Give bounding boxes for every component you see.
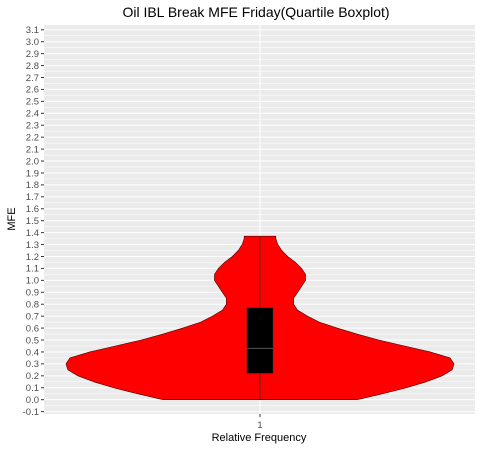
y-tick-label: 1.0	[26, 276, 39, 287]
y-tick-label: 1.7	[26, 192, 39, 203]
y-tick-label: 1.5	[26, 216, 39, 227]
y-tick-label: 0.9	[26, 288, 39, 299]
y-tick-label: 1.1	[26, 264, 39, 275]
box-iqr	[246, 307, 274, 374]
y-tick-label: 2.2	[26, 132, 39, 143]
y-tick-label: 2.1	[26, 144, 39, 155]
y-tick-label: 2.6	[26, 85, 39, 96]
y-tick-label: 1.4	[26, 228, 39, 239]
y-tick-label: 1.8	[26, 180, 39, 191]
y-tick-label: 3.1	[26, 25, 39, 36]
y-tick-label: 0.3	[26, 359, 39, 370]
y-tick-label: 2.5	[26, 97, 39, 108]
y-tick-label: 2.7	[26, 73, 39, 84]
y-tick-label: 2.0	[26, 156, 39, 167]
y-tick-label: 3.0	[26, 37, 39, 48]
y-tick-label: 0.5	[26, 335, 39, 346]
y-tick-label: 1.9	[26, 168, 39, 179]
y-tick-label: 2.9	[26, 49, 39, 60]
y-tick-label: 2.3	[26, 121, 39, 132]
y-tick-label: 0.2	[26, 371, 39, 382]
y-tick-label: 0.6	[26, 323, 39, 334]
y-tick-label: 1.6	[26, 204, 39, 215]
x-tick-label: 1	[257, 420, 262, 431]
y-tick-label: 0.1	[26, 383, 39, 394]
boxplot-layer	[246, 236, 274, 400]
y-axis: -0.10.00.10.20.30.40.50.60.70.80.91.01.1…	[23, 25, 44, 418]
y-tick-label: 0.8	[26, 300, 39, 311]
y-tick-label: -0.1	[23, 407, 39, 418]
y-tick-label: 1.3	[26, 240, 39, 251]
y-tick-label: 0.0	[26, 395, 39, 406]
y-tick-label: 1.2	[26, 252, 39, 263]
x-axis-title: Relative Frequency	[212, 432, 307, 444]
y-tick-label: 0.7	[26, 311, 39, 322]
chart-title: Oil IBL Break MFE Friday(Quartile Boxplo…	[122, 4, 389, 20]
y-tick-label: 2.4	[26, 109, 39, 120]
y-axis-title: MFE	[6, 207, 18, 230]
y-tick-label: 2.8	[26, 61, 39, 72]
y-tick-label: 0.4	[26, 347, 39, 358]
x-axis: 1	[257, 414, 263, 431]
